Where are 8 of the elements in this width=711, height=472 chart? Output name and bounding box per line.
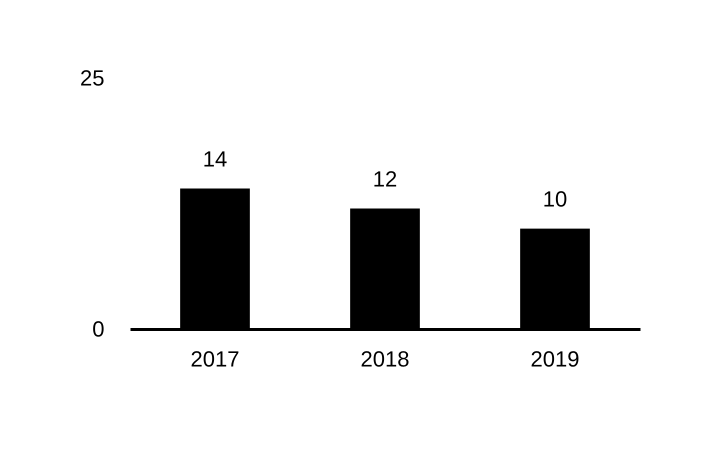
data-label: 12 xyxy=(372,166,398,192)
y-tick-label: 0 xyxy=(92,316,104,342)
y-tick-label: 25 xyxy=(80,66,104,90)
x-tick-label: 2017 xyxy=(190,346,240,372)
x-tick-label: 2018 xyxy=(360,346,410,372)
data-label: 10 xyxy=(542,186,568,212)
x-tick-label: 2019 xyxy=(530,346,580,372)
data-label: 14 xyxy=(202,146,228,172)
